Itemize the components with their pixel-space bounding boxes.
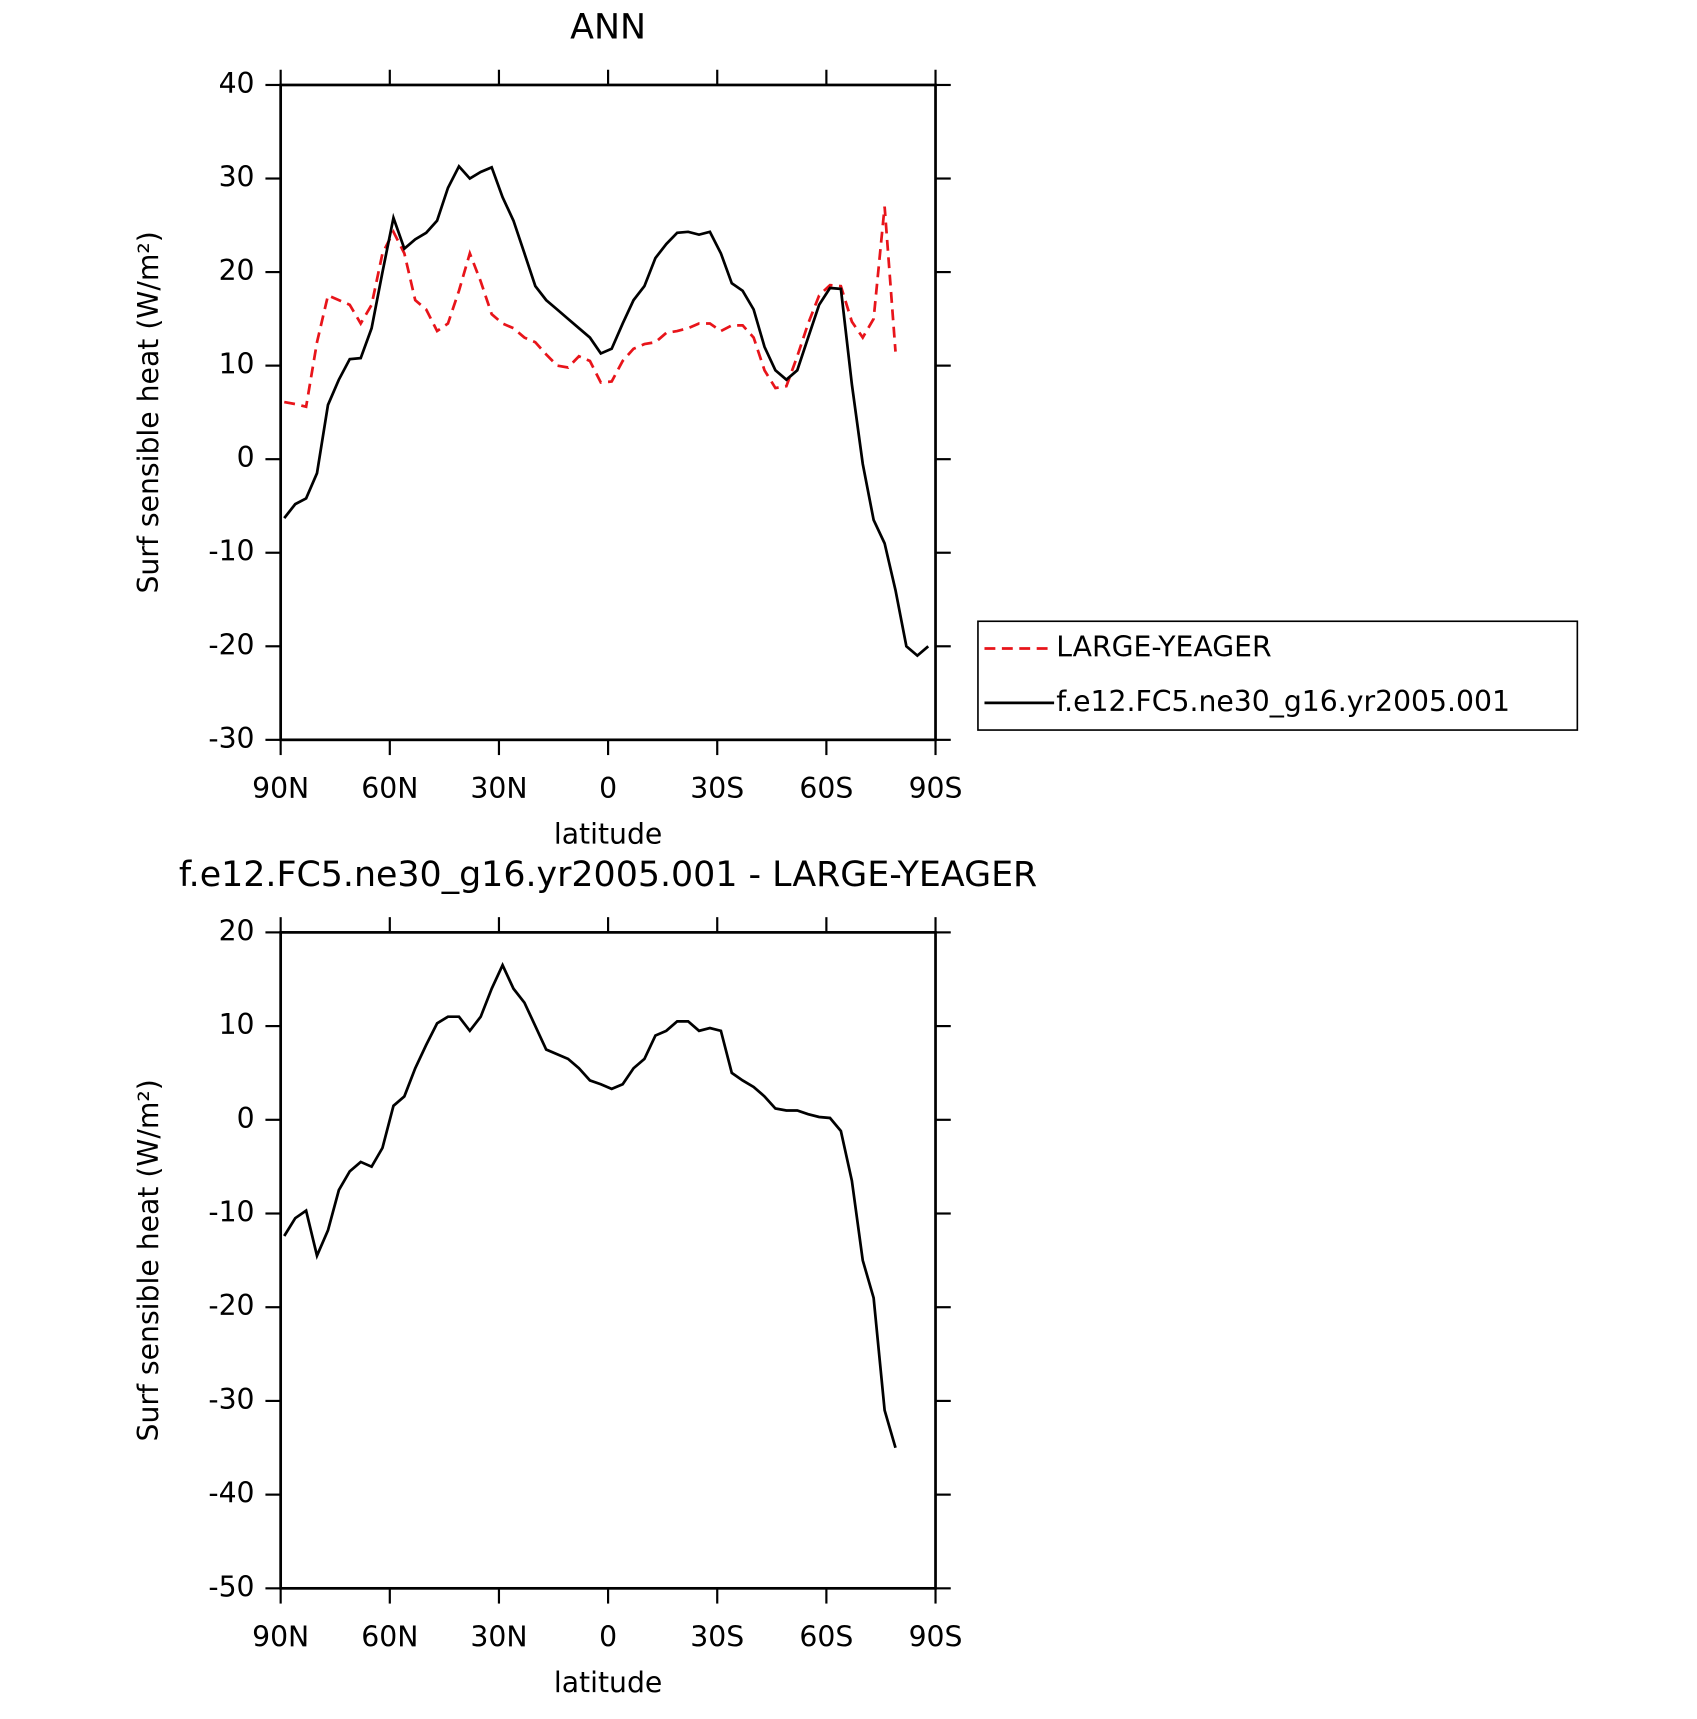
- y-axis-label: Surf sensible heat (W/m²): [132, 1079, 165, 1441]
- y-tick-label: 0: [237, 1102, 255, 1135]
- y-tick-label: -20: [208, 1289, 254, 1322]
- x-tick-label: 60S: [799, 1620, 853, 1653]
- y-tick-label: 30: [219, 161, 255, 194]
- x-tick-label: 90S: [909, 1620, 963, 1653]
- y-tick-label: -30: [208, 1383, 254, 1416]
- y-tick-label: -50: [208, 1570, 254, 1603]
- y-tick-label: 10: [219, 348, 255, 381]
- x-tick-label: 90N: [252, 1620, 309, 1653]
- plot-frame: [279, 931, 937, 1590]
- x-axis-label: latitude: [554, 818, 662, 851]
- data-line: [283, 961, 897, 1449]
- y-tick-label: -20: [208, 628, 254, 661]
- chart-title: f.e12.FC5.ne30_g16.yr2005.001 - LARGE-YE…: [179, 855, 1037, 895]
- chart-title: ANN: [570, 7, 646, 47]
- data-line: [283, 163, 930, 658]
- legend-box: [977, 620, 1579, 731]
- plot-frame: [279, 83, 937, 742]
- y-tick-label: -40: [208, 1477, 254, 1510]
- x-tick-label: 0: [599, 1620, 617, 1653]
- x-tick-label: 30N: [470, 1620, 527, 1653]
- x-tick-label: 30S: [690, 1620, 744, 1653]
- legend-label: f.e12.FC5.ne30_g16.yr2005.001: [1056, 685, 1510, 718]
- y-tick-label: -10: [208, 1196, 254, 1229]
- y-tick-label: -30: [208, 722, 254, 755]
- x-tick-label: 0: [599, 772, 617, 805]
- y-tick-label: 0: [237, 441, 255, 474]
- data-line: [284, 206, 897, 409]
- x-tick-label: 90N: [252, 772, 309, 805]
- y-tick-label: 10: [219, 1008, 255, 1041]
- x-tick-label: 30S: [690, 772, 744, 805]
- x-tick-label: 90S: [909, 772, 963, 805]
- x-tick-label: 60S: [799, 772, 853, 805]
- y-tick-label: 20: [219, 914, 255, 947]
- x-tick-label: 60N: [361, 772, 418, 805]
- legend-label: LARGE-YEAGER: [1056, 630, 1271, 663]
- y-tick-label: -10: [208, 535, 254, 568]
- y-tick-label: 40: [219, 67, 255, 100]
- x-tick-label: 60N: [361, 1620, 418, 1653]
- x-tick-label: 30N: [470, 772, 527, 805]
- y-axis-label: Surf sensible heat (W/m²): [132, 231, 165, 593]
- x-axis-label: latitude: [554, 1666, 662, 1699]
- y-tick-label: 20: [219, 254, 255, 287]
